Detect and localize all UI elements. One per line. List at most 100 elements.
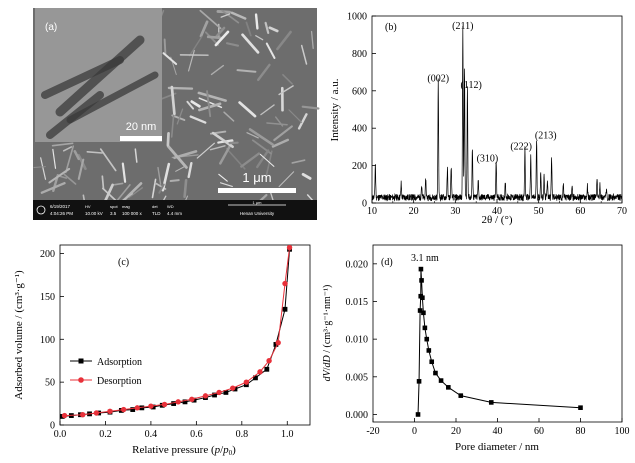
y-tick-label: 100 xyxy=(40,335,55,346)
y-tick-label: 0.000 xyxy=(346,410,369,421)
nanorod-texture xyxy=(33,9,320,220)
data-point xyxy=(421,310,426,316)
nanorod xyxy=(288,109,303,123)
data-point xyxy=(416,379,422,384)
nanorod xyxy=(278,85,294,96)
y-tick-label: 0.020 xyxy=(346,259,369,270)
nanorod xyxy=(209,145,226,151)
data-point-adsorption xyxy=(253,375,258,381)
nanorod xyxy=(121,162,127,183)
plot-frame xyxy=(371,15,623,204)
sem-info-bar: 6/19/2017 4:04:26 PM HV 10.00 kV spot 3.… xyxy=(33,200,317,220)
nanorod xyxy=(63,173,77,185)
peak-label: (213) xyxy=(535,130,557,141)
nanorod xyxy=(170,85,176,116)
data-point-adsorption xyxy=(223,390,229,395)
nanorod xyxy=(256,149,270,169)
nanorod xyxy=(62,146,73,152)
sem-date: 6/19/2017 xyxy=(50,204,71,209)
legend-label-adsorption: Adsorption xyxy=(97,357,142,368)
data-point xyxy=(433,370,438,376)
data-point-desorption xyxy=(189,396,195,402)
nanorod xyxy=(266,122,288,126)
nanorod xyxy=(211,131,234,148)
nanorod xyxy=(197,91,227,102)
nanorod xyxy=(128,187,143,199)
data-point-desorption xyxy=(148,403,154,409)
nanorod xyxy=(171,114,186,121)
data-point-adsorption xyxy=(130,407,136,412)
x-tick-label: 1.0 xyxy=(281,429,294,440)
nanorod xyxy=(219,182,233,187)
x-tick-label: 0.8 xyxy=(236,429,249,440)
nanorod xyxy=(265,42,276,59)
nanorod xyxy=(204,31,220,46)
peak-label: (112) xyxy=(461,80,482,91)
data-point xyxy=(458,393,464,398)
data-point-desorption xyxy=(120,406,127,413)
data-point-desorption xyxy=(80,412,86,418)
panel-d-label: (d) xyxy=(381,257,393,268)
data-point-adsorption xyxy=(139,405,145,411)
nanorod xyxy=(187,162,193,179)
y-axis-title: Adsorbed volume / (cm³·g⁻¹) xyxy=(13,270,25,400)
data-point-desorption xyxy=(257,369,263,375)
x-axis-title: Relative pressure (p/p0) xyxy=(132,444,236,457)
nanorod xyxy=(190,100,201,108)
x-tick-label: 100 xyxy=(615,426,630,437)
nanorod xyxy=(158,183,165,194)
inset-scale-label: 20 nm xyxy=(126,121,157,133)
sem-det: TLD xyxy=(152,211,161,216)
x-tick-label: 40 xyxy=(493,426,503,437)
x-tick-label: 70 xyxy=(617,206,627,217)
data-point-desorption xyxy=(93,410,100,416)
y-tick-label: 150 xyxy=(40,292,55,303)
nanorod xyxy=(206,90,212,118)
x-tick-label: 0.0 xyxy=(54,429,67,440)
series-line xyxy=(417,269,581,415)
data-point-desorption xyxy=(134,405,140,411)
data-point xyxy=(438,378,444,383)
plot-frame xyxy=(372,244,623,423)
x-tick-label: 50 xyxy=(534,206,544,217)
nanorod xyxy=(301,172,312,180)
nanorod xyxy=(48,167,71,184)
x-tick-label: 20 xyxy=(451,426,461,437)
y-tick-label: 1000 xyxy=(347,12,367,23)
y-tick-label: 400 xyxy=(352,124,367,135)
nanorod xyxy=(73,150,80,161)
nanorod xyxy=(238,101,257,118)
nanorod xyxy=(254,13,259,30)
peak-label: (222) xyxy=(510,142,532,153)
peak-annotation: 3.1 nm xyxy=(411,253,439,264)
y-tick-label: 200 xyxy=(40,249,55,260)
data-point-adsorption xyxy=(171,401,177,406)
data-point-desorption xyxy=(230,385,236,391)
data-point xyxy=(429,359,435,365)
nanorod xyxy=(86,151,103,154)
nanorod xyxy=(199,20,209,38)
large-scale-label: 1 μm xyxy=(242,170,271,185)
nanorod xyxy=(188,49,195,72)
data-point-desorption xyxy=(275,340,281,346)
data-point-desorption xyxy=(243,379,250,385)
nanorod xyxy=(273,125,293,142)
sem-wd-label: WD xyxy=(167,204,174,209)
nanorod xyxy=(230,11,247,20)
nanorod xyxy=(163,38,167,55)
x-tick-label: 20 xyxy=(409,206,419,217)
legend: Adsorption Desorption xyxy=(70,357,142,387)
nanorod xyxy=(40,157,47,180)
y-axis-title: dV/dD / (cm³·g⁻¹·nm⁻¹) xyxy=(322,285,333,382)
data-point xyxy=(418,266,424,272)
y-tick-label: 0 xyxy=(50,421,55,432)
nanorod xyxy=(268,26,279,33)
series-line-desorption xyxy=(64,247,291,417)
tem-inset: 20 nm xyxy=(35,8,162,142)
x-tick-label: 80 xyxy=(576,426,586,437)
data-point-adsorption xyxy=(182,399,188,405)
panel-a-label: (a) xyxy=(45,22,57,33)
data-point-desorption xyxy=(282,280,288,287)
inset-scale-bar xyxy=(120,136,162,141)
data-point-adsorption xyxy=(212,392,217,398)
